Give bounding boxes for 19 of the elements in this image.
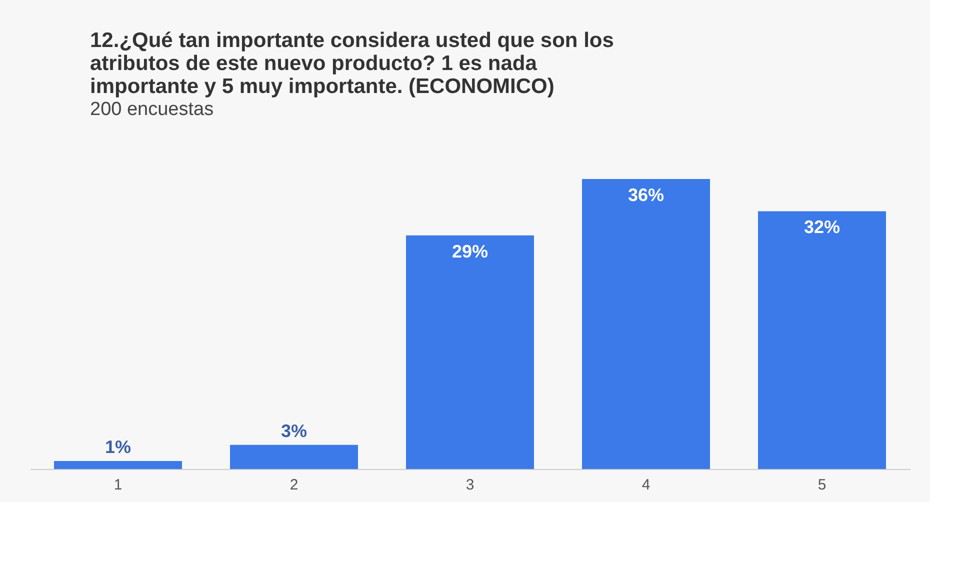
bar — [406, 235, 534, 469]
x-tick-label: 5 — [818, 476, 826, 494]
bar — [230, 444, 358, 469]
data-label: 36% — [628, 185, 664, 205]
data-label: 1% — [104, 436, 132, 457]
bar — [758, 211, 886, 469]
text: importante y 5 muy importante. (ECONOMICO) — [90, 75, 554, 98]
data-label: 32% — [804, 217, 840, 238]
text: atributos de este nuevo producto? 1 es nada — [90, 52, 537, 75]
bar — [54, 460, 182, 469]
x-tick-label: 1 — [114, 476, 122, 494]
chart-subtitle: 200 encuestas — [90, 99, 214, 120]
data-label: 3% — [280, 420, 308, 441]
data-label: 29% — [452, 241, 488, 262]
x-tick-label: 4 — [642, 476, 650, 494]
x-tick-label: 2 — [290, 476, 298, 494]
bar — [582, 179, 710, 469]
x-tick-label: 3 — [466, 476, 474, 494]
text: 12.¿Qué tan importante considera usted que son los — [90, 29, 614, 52]
